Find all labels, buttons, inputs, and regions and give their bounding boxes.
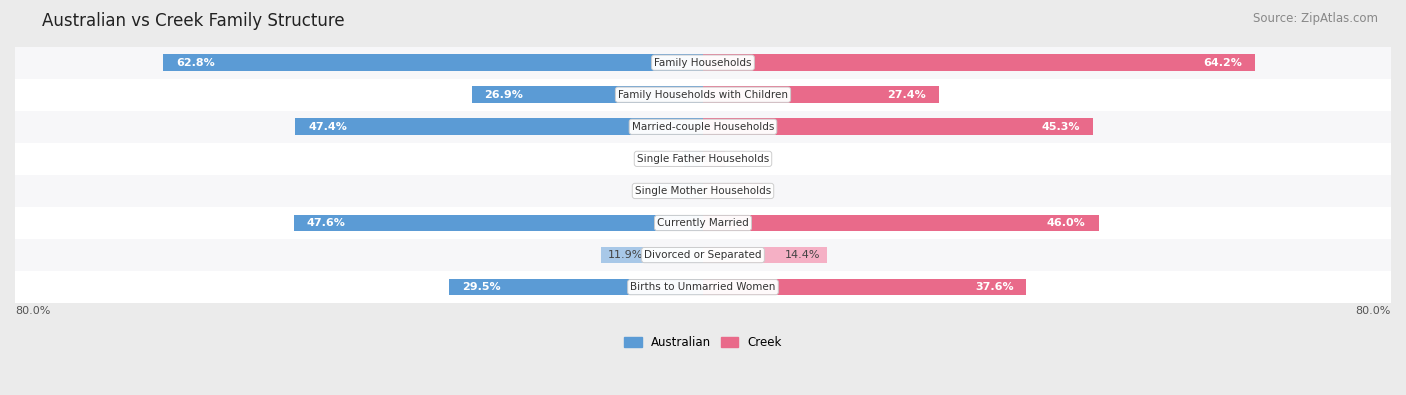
Text: Married-couple Households: Married-couple Households: [631, 122, 775, 132]
Bar: [703, 87, 939, 103]
Text: 80.0%: 80.0%: [15, 306, 51, 316]
Bar: [703, 118, 1092, 135]
Text: 46.0%: 46.0%: [1047, 218, 1085, 228]
Bar: [294, 214, 703, 231]
Text: Family Households with Children: Family Households with Children: [619, 90, 787, 100]
Text: 45.3%: 45.3%: [1042, 122, 1080, 132]
Bar: [15, 79, 1391, 111]
Bar: [163, 54, 703, 71]
Text: 7.0%: 7.0%: [728, 186, 756, 196]
Bar: [685, 150, 703, 167]
Text: Single Father Households: Single Father Households: [637, 154, 769, 164]
Text: Australian vs Creek Family Structure: Australian vs Creek Family Structure: [42, 12, 344, 30]
Legend: Australian, Creek: Australian, Creek: [619, 331, 787, 354]
Bar: [703, 54, 1256, 71]
Text: Divorced or Separated: Divorced or Separated: [644, 250, 762, 260]
Bar: [15, 175, 1391, 207]
Bar: [15, 239, 1391, 271]
Text: 37.6%: 37.6%: [974, 282, 1014, 292]
Text: 2.2%: 2.2%: [690, 154, 720, 164]
Bar: [655, 182, 703, 199]
Bar: [703, 279, 1026, 295]
Bar: [471, 87, 703, 103]
Text: 26.9%: 26.9%: [485, 90, 523, 100]
Bar: [15, 111, 1391, 143]
Text: 62.8%: 62.8%: [176, 58, 215, 68]
Bar: [600, 247, 703, 263]
Text: 5.6%: 5.6%: [662, 186, 690, 196]
Bar: [15, 207, 1391, 239]
Bar: [450, 279, 703, 295]
Text: 80.0%: 80.0%: [1355, 306, 1391, 316]
Bar: [703, 214, 1098, 231]
Text: Currently Married: Currently Married: [657, 218, 749, 228]
Text: Births to Unmarried Women: Births to Unmarried Women: [630, 282, 776, 292]
Bar: [703, 247, 827, 263]
Bar: [15, 143, 1391, 175]
Text: 29.5%: 29.5%: [463, 282, 501, 292]
Text: Source: ZipAtlas.com: Source: ZipAtlas.com: [1253, 12, 1378, 25]
Bar: [703, 182, 763, 199]
Bar: [15, 271, 1391, 303]
Text: 64.2%: 64.2%: [1204, 58, 1243, 68]
Text: 14.4%: 14.4%: [785, 250, 820, 260]
Bar: [703, 150, 725, 167]
Text: 11.9%: 11.9%: [607, 250, 643, 260]
Text: 27.4%: 27.4%: [887, 90, 925, 100]
Text: 47.4%: 47.4%: [308, 122, 347, 132]
Bar: [15, 47, 1391, 79]
Text: 47.6%: 47.6%: [307, 218, 346, 228]
Bar: [295, 118, 703, 135]
Text: 2.6%: 2.6%: [690, 154, 718, 164]
Text: Single Mother Households: Single Mother Households: [636, 186, 770, 196]
Text: Family Households: Family Households: [654, 58, 752, 68]
